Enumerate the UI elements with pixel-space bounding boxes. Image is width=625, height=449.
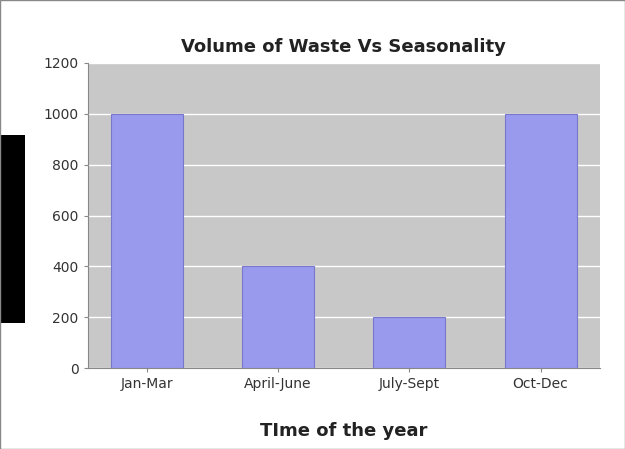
Text: TIme of the year: TIme of the year (260, 422, 428, 440)
Bar (504, 114, 577, 368)
Bar (242, 266, 314, 368)
Title: Volume of Waste Vs Seasonality: Volume of Waste Vs Seasonality (181, 38, 506, 56)
Bar (373, 317, 446, 368)
Bar (111, 114, 183, 368)
